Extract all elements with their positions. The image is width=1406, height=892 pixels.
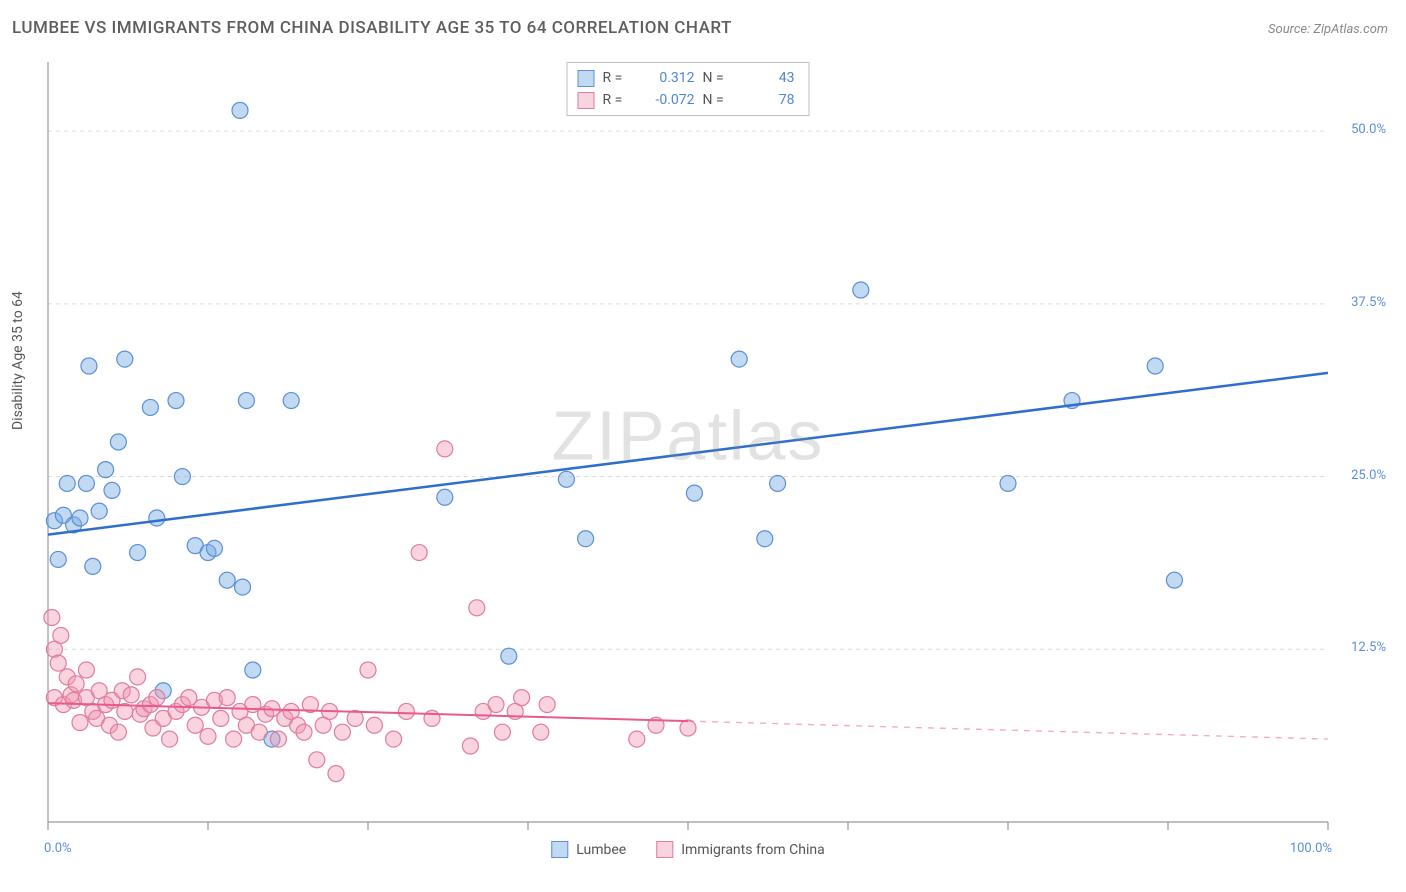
legend-item-lumbee: Lumbee: [551, 841, 626, 858]
y-tick-label: 25.0%: [1332, 468, 1386, 483]
legend-n-label: N =: [703, 89, 733, 111]
series-legend: Lumbee Immigrants from China: [551, 841, 824, 858]
y-tick-label: 37.5%: [1332, 295, 1386, 310]
x-axis-min-label: 0.0%: [44, 841, 72, 856]
plot-area: ZIPatlas R = 0.312 N = 43 R = -0.072 N =…: [48, 62, 1328, 822]
legend-swatch-lumbee: [578, 70, 595, 87]
legend-n-value: 78: [741, 89, 795, 111]
legend-label-china: Immigrants from China: [681, 842, 825, 858]
legend-row-china: R = -0.072 N = 78: [578, 89, 795, 111]
chart-title: LUMBEE VS IMMIGRANTS FROM CHINA DISABILI…: [12, 18, 732, 38]
x-axis-max-label: 100.0%: [1290, 841, 1332, 856]
y-tick-label: 50.0%: [1332, 122, 1386, 137]
legend-n-label: N =: [703, 67, 733, 89]
legend-swatch-china: [656, 841, 673, 858]
legend-label-lumbee: Lumbee: [576, 842, 626, 858]
legend-n-value: 43: [741, 67, 795, 89]
legend-row-lumbee: R = 0.312 N = 43: [578, 67, 795, 89]
scatter-plot-svg: [48, 62, 1328, 822]
legend-r-value: 0.312: [641, 67, 695, 89]
legend-swatch-lumbee: [551, 841, 568, 858]
legend-r-value: -0.072: [641, 89, 695, 111]
y-axis-label: Disability Age 35 to 64: [10, 291, 26, 430]
y-tick-label: 12.5%: [1332, 640, 1386, 655]
legend-swatch-china: [578, 92, 595, 109]
legend-r-label: R =: [603, 89, 633, 111]
source-attribution: Source: ZipAtlas.com: [1268, 22, 1388, 37]
legend-r-label: R =: [603, 67, 633, 89]
legend-item-china: Immigrants from China: [656, 841, 825, 858]
correlation-legend: R = 0.312 N = 43 R = -0.072 N = 78: [567, 62, 810, 116]
